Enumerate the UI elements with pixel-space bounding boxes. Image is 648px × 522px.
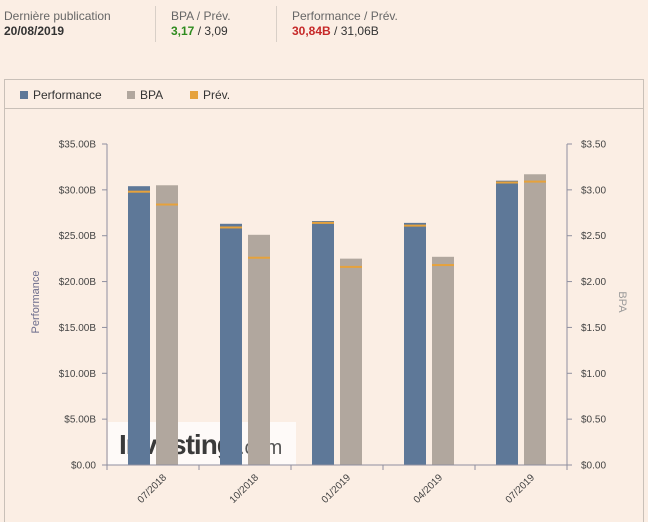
forecast-marker-bpa (524, 180, 546, 183)
last-publication-label: Dernière publication (4, 9, 111, 23)
y-left-tick-label: $10.00B (59, 369, 97, 380)
y-left-tick-label: $20.00B (59, 277, 97, 288)
eps-forecast: 3,09 (204, 24, 228, 38)
x-tick-label: 10/2018 (228, 472, 262, 506)
y-right-tick-label: $3.50 (581, 140, 606, 151)
bar-performance[interactable] (496, 180, 518, 465)
legend-label-bpa: BPA (140, 88, 164, 102)
forecast-marker-bpa (156, 203, 178, 206)
legend-label-performance: Performance (33, 88, 102, 102)
forecast-marker-bpa (340, 265, 362, 268)
forecast-marker-performance (404, 224, 426, 227)
eps-separator: / (194, 24, 205, 38)
revenue-stat: Performance / Prév. 30,84B / 31,06B (292, 9, 398, 39)
eps-label: BPA / Prév. (171, 9, 231, 23)
revenue-label: Performance / Prév. (292, 9, 398, 23)
revenue-forecast: 31,06B (340, 24, 379, 38)
revenue-actual: 30,84B (292, 24, 331, 38)
x-tick-label: 07/2018 (136, 472, 170, 506)
y-left-tick-label: $35.00B (59, 140, 97, 151)
bar-bpa[interactable] (524, 174, 546, 465)
bar-bpa[interactable] (340, 258, 362, 465)
bar-performance[interactable] (312, 221, 334, 465)
chart-legend: Performance BPA Prév. (5, 80, 643, 109)
y-left-tick-label: $30.00B (59, 185, 97, 196)
right-axis: $0.00 $0.50 $1.00 $1.50 $2.00 $2.50 $3.00 $3.50 (567, 140, 606, 472)
y-right-tick-label: $0.00 (581, 461, 606, 472)
bar-bpa[interactable] (248, 234, 270, 465)
y-axis-left-title: Performance (30, 271, 42, 334)
legend-item-bpa[interactable]: BPA (127, 88, 163, 102)
bar-performance[interactable] (220, 223, 242, 465)
forecast-marker-performance (220, 226, 242, 229)
legend-item-forecast[interactable]: Prév. (190, 88, 230, 102)
y-right-tick-label: $3.00 (581, 185, 606, 196)
y-left-tick-label: $0.00 (71, 461, 96, 472)
earnings-chart-panel: Performance BPA Prév. (4, 79, 644, 522)
y-right-tick-label: $1.00 (581, 369, 606, 380)
legend-item-performance[interactable]: Performance (20, 88, 102, 102)
legend-label-forecast: Prév. (203, 88, 231, 102)
y-right-tick-label: $1.50 (581, 323, 606, 334)
header-divider (155, 6, 156, 42)
bar-performance[interactable] (128, 186, 150, 465)
x-tick-label: 07/2019 (504, 472, 538, 506)
forecast-marker-performance (312, 221, 334, 224)
bar-performance[interactable] (404, 222, 426, 465)
left-axis: $0.00 $5.00B $10.00B $15.00B $20.00B $25.00B $… (59, 140, 107, 472)
y-right-tick-label: $2.50 (581, 231, 606, 242)
revenue-separator: / (330, 24, 341, 38)
earnings-header: Dernière publication 20/08/2019 BPA / Pr… (0, 0, 648, 60)
bar-bpa[interactable] (156, 185, 178, 465)
eps-stat: BPA / Prév. 3,17 / 3,09 (171, 9, 231, 39)
forecast-marker-performance (128, 190, 150, 193)
x-axis-labels: 07/2018 10/2018 01/2019 04/2019 07/2019 (136, 472, 538, 506)
last-publication-date: 20/08/2019 (4, 24, 65, 38)
eps-actual: 3,17 (171, 24, 195, 38)
legend-swatch-forecast (190, 91, 198, 99)
bars-layer (128, 174, 546, 465)
last-publication-stat: Dernière publication 20/08/2019 (4, 9, 111, 39)
forecast-marker-bpa (248, 256, 270, 259)
y-right-tick-label: $0.50 (581, 415, 606, 426)
legend-swatch-bpa (127, 91, 135, 99)
forecast-marker-bpa (432, 264, 454, 267)
y-left-tick-label: $15.00B (59, 323, 97, 334)
bar-bpa[interactable] (432, 256, 454, 465)
legend-swatch-performance (20, 91, 28, 99)
x-tick-label: 01/2019 (320, 472, 354, 506)
forecast-marker-performance (496, 181, 518, 184)
y-right-tick-label: $2.00 (581, 277, 606, 288)
header-divider (276, 6, 277, 42)
x-tick-label: 04/2019 (412, 472, 446, 506)
y-left-tick-label: $5.00B (64, 415, 96, 426)
y-left-tick-label: $25.00B (59, 231, 97, 242)
axis-lines (106, 144, 568, 470)
y-axis-right-title: BPA (616, 291, 628, 313)
